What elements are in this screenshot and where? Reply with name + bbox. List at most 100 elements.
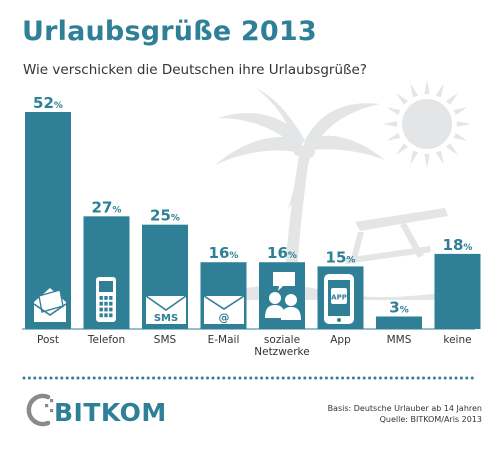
bar-icons: SMS @ APP bbox=[33, 272, 354, 324]
separator-dot bbox=[92, 376, 96, 380]
separator-dot bbox=[341, 376, 345, 380]
email-envelope-icon: @ bbox=[203, 295, 245, 324]
app-icon-label: APP bbox=[331, 294, 347, 302]
separator-dot bbox=[157, 376, 161, 380]
separator-dot bbox=[443, 376, 447, 380]
source-note: Quelle: BITKOM/Aris 2013 bbox=[379, 415, 482, 424]
separator-dot bbox=[141, 376, 145, 380]
separator-dot bbox=[184, 376, 188, 380]
separator-dot bbox=[238, 376, 242, 380]
separator-dot bbox=[465, 376, 469, 380]
keypad-key bbox=[109, 307, 113, 312]
separator-dot bbox=[384, 376, 388, 380]
separator-dot bbox=[233, 376, 237, 380]
separator-dot bbox=[200, 376, 204, 380]
separator-dot bbox=[368, 376, 372, 380]
separator-dot bbox=[378, 376, 382, 380]
bitkom-logo-text: BITKOM bbox=[54, 398, 167, 427]
mobile-phone-icon bbox=[96, 277, 116, 322]
separator-dot bbox=[98, 376, 102, 380]
separator-dot bbox=[195, 376, 199, 380]
separator-dot bbox=[297, 376, 301, 380]
separator-dot bbox=[108, 376, 112, 380]
category-labels: Post Telefon SMS E-Mail soziale Netzwerke App M… bbox=[37, 334, 472, 358]
sun-ray bbox=[410, 150, 419, 165]
separator-dot bbox=[438, 376, 442, 380]
sun-ray bbox=[446, 143, 459, 156]
sun-ray bbox=[395, 92, 408, 105]
separator-dot bbox=[422, 376, 426, 380]
separator-dot bbox=[470, 376, 474, 380]
separator-dot bbox=[249, 376, 253, 380]
separator-dot bbox=[227, 376, 231, 380]
separator-dot bbox=[319, 376, 323, 380]
separator-dot bbox=[287, 376, 291, 380]
sun-ray bbox=[424, 153, 430, 168]
keypad-key bbox=[99, 313, 103, 318]
separator-dot bbox=[324, 376, 328, 380]
basis-note: Basis: Deutsche Urlauber ab 14 Jahren bbox=[327, 404, 482, 413]
separator-dot bbox=[76, 376, 80, 380]
category-label-7: keine bbox=[443, 334, 471, 346]
value-label-6: 3% bbox=[389, 298, 408, 316]
separator-dot bbox=[454, 376, 458, 380]
value-labels: 52% 27% 25% 16% 16% 15% 3% 18% bbox=[33, 94, 472, 316]
sms-envelope-icon: SMS bbox=[145, 295, 187, 324]
separator-dot bbox=[146, 376, 150, 380]
separator-dot bbox=[432, 376, 436, 380]
separator-dot bbox=[362, 376, 366, 380]
bitkom-logo: BITKOM bbox=[26, 393, 167, 427]
category-label-1: Telefon bbox=[87, 334, 125, 346]
separator-dot bbox=[125, 376, 129, 380]
sun-icon bbox=[383, 80, 471, 168]
envelope-icon bbox=[33, 288, 67, 322]
separator-dot bbox=[449, 376, 453, 380]
beach-chair-icon bbox=[345, 208, 448, 264]
sun-ray bbox=[410, 83, 419, 98]
sun-ray bbox=[383, 121, 398, 127]
sun-ray bbox=[386, 107, 401, 116]
separator-dot bbox=[281, 376, 285, 380]
sun-ray bbox=[395, 143, 408, 156]
keypad-key bbox=[99, 296, 103, 300]
separator-dot bbox=[135, 376, 139, 380]
separator-dot bbox=[71, 376, 75, 380]
category-label-2: SMS bbox=[154, 334, 177, 346]
dotted-separator bbox=[22, 376, 474, 380]
separator-dot bbox=[54, 376, 58, 380]
separator-dot bbox=[265, 376, 269, 380]
separator-dot bbox=[346, 376, 350, 380]
separator-dot bbox=[351, 376, 355, 380]
separator-dot bbox=[27, 376, 31, 380]
category-label-0: Post bbox=[37, 334, 59, 346]
value-label-0: 52% bbox=[33, 94, 63, 112]
separator-dot bbox=[81, 376, 85, 380]
separator-dot bbox=[243, 376, 247, 380]
separator-dot bbox=[49, 376, 53, 380]
sun-ray bbox=[446, 92, 459, 105]
separator-dot bbox=[335, 376, 339, 380]
category-label-3: E-Mail bbox=[208, 334, 240, 346]
sun-ray bbox=[453, 132, 468, 141]
bar-6 bbox=[376, 316, 422, 329]
separator-dot bbox=[22, 376, 26, 380]
separator-dot bbox=[103, 376, 107, 380]
page-title: Urlaubsgrüße 2013 bbox=[22, 16, 317, 47]
separator-dot bbox=[270, 376, 274, 380]
social-network-icon bbox=[265, 272, 301, 320]
separator-dot bbox=[130, 376, 134, 380]
separator-dot bbox=[179, 376, 183, 380]
category-label-4: soziale Netzwerke bbox=[254, 334, 309, 358]
separator-dot bbox=[292, 376, 296, 380]
separator-dot bbox=[276, 376, 280, 380]
value-label-1: 27% bbox=[92, 198, 122, 216]
bitkom-logo-mark bbox=[26, 393, 51, 427]
value-label-2: 25% bbox=[150, 207, 180, 225]
separator-dot bbox=[308, 376, 312, 380]
keypad-key bbox=[109, 301, 113, 306]
separator-dot bbox=[65, 376, 69, 380]
separator-dot bbox=[114, 376, 118, 380]
value-label-5: 15% bbox=[326, 248, 356, 266]
keypad-key bbox=[99, 307, 103, 312]
